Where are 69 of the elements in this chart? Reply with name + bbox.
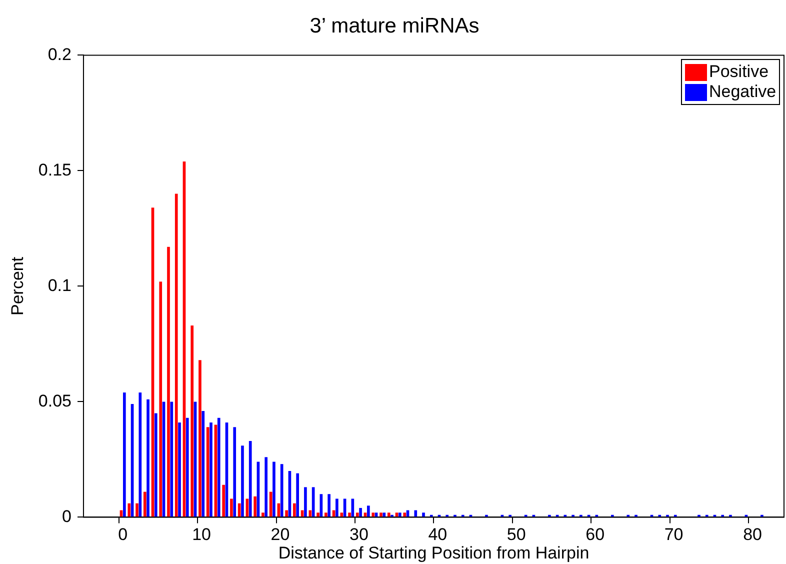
bar [336,498,338,517]
bar [248,440,252,517]
legend-label: Positive [709,62,769,82]
x-tick-label: 50 [506,525,526,544]
bar [190,325,194,517]
x-tick-label: 20 [270,525,290,544]
bar [233,427,236,517]
x-tick-label: 80 [743,525,762,544]
bar [380,512,382,517]
x-tick-label: 0 [118,525,128,544]
bar [296,473,299,517]
y-tick-label: 0.1 [48,276,72,295]
bar [123,392,126,517]
bar [324,512,328,517]
x-axis-title: Distance of Starting Position from Hairpin [278,543,590,562]
bar [146,399,150,517]
bar [340,512,344,517]
bar [348,512,351,517]
bar [367,506,370,517]
bar [202,410,205,517]
bar [217,418,220,517]
bar [230,498,233,517]
bar [159,282,162,517]
bar [154,413,158,517]
bar [414,510,418,517]
x-tick-label: 40 [428,525,448,544]
bar [198,360,202,517]
bar [422,512,425,517]
y-tick-label: 0.05 [38,391,72,410]
bar [254,496,256,517]
bar [382,512,386,517]
bar [328,494,330,517]
bar [167,246,170,517]
bar [280,464,284,517]
bar [241,446,244,517]
chart-title: 3’ mature miRNAs [310,14,480,38]
x-tick-label: 60 [586,525,605,544]
y-axis-title: Percent [8,256,27,316]
y-tick-label: 0.2 [48,44,72,64]
bar [272,462,276,517]
bar [359,508,362,517]
bar [356,512,359,517]
bar [316,512,320,517]
bar [174,194,178,517]
x-tick-label: 30 [350,525,368,544]
bar [304,487,307,517]
bar [143,492,146,517]
bar [262,512,264,517]
bar [398,512,402,517]
bar [293,503,296,517]
bar [210,422,212,517]
bar [128,503,131,517]
y-tick-label: 0 [62,506,72,526]
bar [170,402,174,517]
bar [372,512,375,517]
bar [206,427,210,517]
legend-label: Negative [709,82,776,102]
bar [138,392,142,517]
bar [403,512,406,517]
bar [136,503,138,517]
x-tick-label: 70 [664,525,684,544]
x-tick-label: 10 [192,525,212,544]
y-tick-label: 0.15 [38,160,72,180]
bar [186,418,189,517]
bar [285,510,288,517]
bar [264,457,268,517]
bar [387,512,390,517]
bar [222,484,226,517]
bar [178,422,181,517]
